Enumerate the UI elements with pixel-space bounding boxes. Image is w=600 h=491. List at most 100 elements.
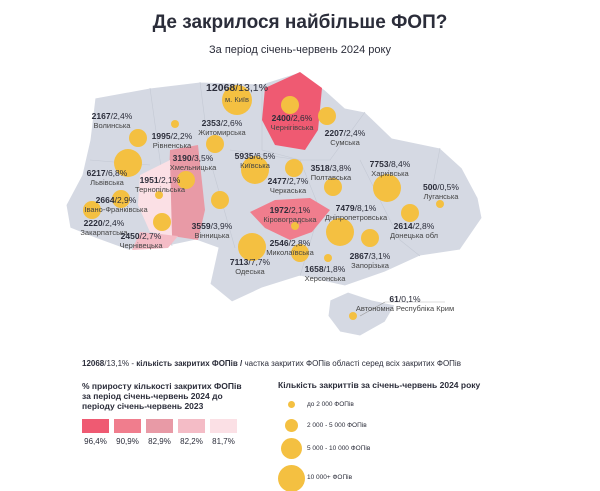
region-name: Вінницька <box>194 231 230 240</box>
page-subtitle: За період січень-червень 2024 року <box>209 44 391 56</box>
region-count: 61 <box>389 294 399 304</box>
crimea <box>327 291 396 337</box>
region-name: Чернігівська <box>270 123 314 132</box>
region-name: Тернопільська <box>134 185 186 194</box>
region-kirovohrad <box>250 198 330 240</box>
region-count: 7753 <box>369 159 389 169</box>
region-count: 2353 <box>201 118 221 128</box>
region-label-vinnytsia: 3559/3,9% Вінницька <box>192 221 233 241</box>
region-count: 2664 <box>95 195 115 205</box>
bubble-mykolaiv <box>291 244 309 262</box>
region-share: /2,1% <box>158 175 181 185</box>
region-share: /3,1% <box>368 251 391 261</box>
bubble-size-large <box>281 438 302 459</box>
page-title: Де закрилося найбільше ФОП? <box>152 12 448 33</box>
region-label-volyn: 2167/2,4% Волинська <box>92 111 133 131</box>
growth-swatch-2 <box>114 419 141 433</box>
region-count: 2867 <box>349 251 369 261</box>
growth-value: 96,4% <box>84 437 107 446</box>
region-name: Чернівецька <box>119 241 163 250</box>
region-share: /2,1% <box>288 205 311 215</box>
region-count: 2400 <box>271 113 291 123</box>
region-label-kyiv-city: 12068/13,1% м. Київ <box>206 82 268 106</box>
region-label-rivne: 1995/2,2% Рівненська <box>152 131 193 151</box>
legend-note: 12068/13,1% - кількість закритих ФОПів /… <box>82 359 461 368</box>
region-name: Волинська <box>93 121 131 130</box>
region-khmelnytskyi <box>168 145 205 240</box>
growth-legend-title: % приросту кількості закритих ФОПів за п… <box>82 381 242 411</box>
region-name: Херсонська <box>304 274 346 283</box>
bubble-size-xlarge <box>278 465 305 491</box>
region-count: 2546 <box>269 238 289 248</box>
bubble-kyiv-city <box>222 85 252 115</box>
bubble-donetsk <box>401 204 419 222</box>
region-share: /2,2% <box>170 131 193 141</box>
bubble-size-medium <box>285 419 298 432</box>
growth-swatch-4 <box>178 419 205 433</box>
region-share: /2,9% <box>114 195 137 205</box>
region-count: 6217 <box>86 168 106 178</box>
region-name: Львівська <box>90 178 124 187</box>
region-share: /2,6% <box>290 113 313 123</box>
region-share: /2,4% <box>102 218 125 228</box>
region-count: 1972 <box>269 205 289 215</box>
region-share: /6,8% <box>105 168 128 178</box>
region-name: Запорізька <box>351 261 389 270</box>
region-label-kirovohrad: 1972/2,1% Кіровоградська <box>263 205 316 225</box>
region-share: /0,1% <box>398 294 421 304</box>
bubble-zhytomyr <box>206 135 224 153</box>
region-name: Донецька обл <box>389 231 439 240</box>
region-count: 12068 <box>206 82 236 94</box>
region-name: Миколаївська <box>266 248 314 257</box>
size-legend-label: до 2 000 ФОПів <box>307 401 354 408</box>
region-name: Рівненська <box>152 141 192 150</box>
growth-value: 82,2% <box>180 437 203 446</box>
region-share: /2,4% <box>343 128 366 138</box>
growth-value: 90,9% <box>116 437 139 446</box>
size-legend-label: 10 000+ ФОПів <box>307 474 353 481</box>
region-share: /13,1% <box>235 82 268 94</box>
region-name: м. Київ <box>225 95 249 104</box>
region-label-dnipro: 7479/8,1% Дніпропетровська <box>325 203 387 223</box>
bubble-size-small <box>288 401 295 408</box>
region-label-kherson: 1658/1,8% Херсонська <box>305 264 346 284</box>
bubble-kirovohrad <box>291 222 299 230</box>
region-count: 500 <box>423 182 438 192</box>
region-count: 7113 <box>229 257 249 267</box>
region-name: Сумська <box>330 138 360 147</box>
bubble-dnipro <box>326 218 354 246</box>
region-share: /8,4% <box>388 159 411 169</box>
region-share: /6,5% <box>253 151 276 161</box>
region-label-kyiv-oblast: 5935/6,5% Київська <box>235 151 276 171</box>
region-label-ternopil: 1951/2,1% Тернопільська <box>135 175 185 195</box>
bubble-kyiv-oblast <box>241 156 269 184</box>
region-name: Полтавська <box>310 173 352 182</box>
region-label-odesa: 7113/7,7% Одеська <box>230 257 270 277</box>
region-name: Кіровоградська <box>263 215 317 224</box>
bubble-crimea <box>349 312 357 320</box>
bubble-kharkiv <box>373 174 401 202</box>
bubble-poltava <box>324 178 342 196</box>
region-name: Луганська <box>423 192 459 201</box>
region-name: Івано-Франківська <box>84 205 148 214</box>
region-count: 2207 <box>324 128 344 138</box>
bubble-chernivtsi <box>153 213 171 231</box>
region-label-mykolaiv: 2546/2,8% Миколаївська <box>266 238 314 258</box>
region-label-donetsk: 2614/2,8% Донецька обл <box>390 221 438 241</box>
bubble-ternopil <box>155 191 163 199</box>
region-label-chernihiv: 2400/2,6% Чернігівська <box>271 113 314 133</box>
size-legend-title: Кількість закриттів за січень-червень 20… <box>278 380 481 390</box>
region-label-zaporizhzhia: 2867/3,1% Запорізька <box>350 251 391 271</box>
ukraine-map <box>65 71 483 337</box>
region-count: 1995 <box>151 131 171 141</box>
bubble-rivne <box>171 120 179 128</box>
region-share: /2,8% <box>288 238 311 248</box>
region-name: Одеська <box>235 267 265 276</box>
region-name: Харківська <box>371 169 409 178</box>
bubble-volyn <box>129 129 147 147</box>
region-label-crimea: 61/0,1% Автономна Республіка Крим <box>356 294 454 314</box>
region-count: 2220 <box>83 218 103 228</box>
region-label-chernivtsi: 2450/2,7% Чернівецька <box>119 231 162 251</box>
region-share: /1,8% <box>323 264 346 274</box>
